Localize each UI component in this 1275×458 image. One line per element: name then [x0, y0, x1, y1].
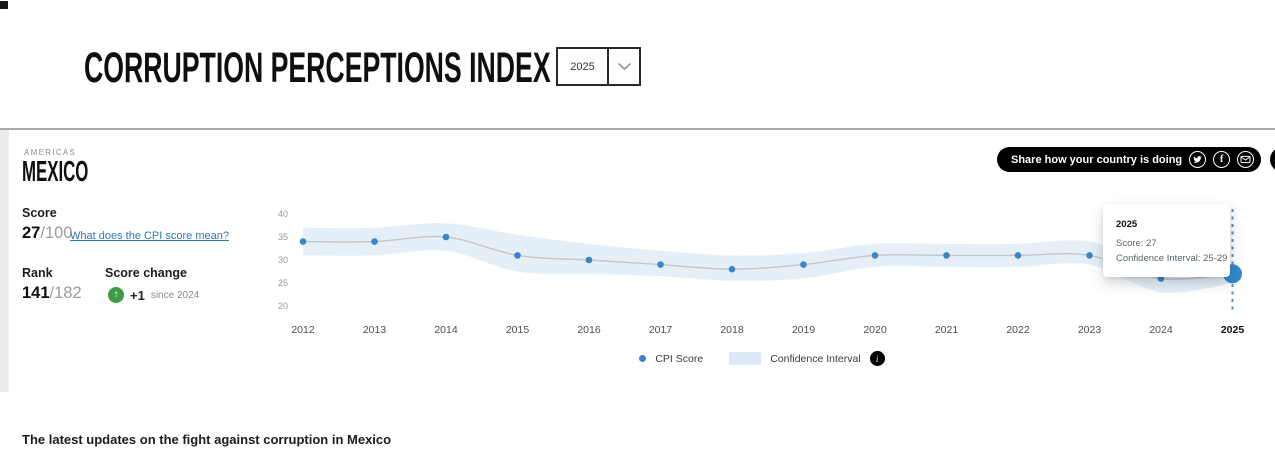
chevron-down-icon[interactable]	[609, 49, 639, 84]
data-point[interactable]	[728, 265, 736, 273]
x-tick-label: 2018	[720, 324, 744, 336]
confidence-band	[303, 223, 1233, 293]
cpi-score-meaning-link[interactable]: What does the CPI score mean?	[70, 230, 229, 242]
tooltip-confidence-interval: Confidence Interval: 25-29	[1116, 253, 1228, 264]
x-tick-label: 2019	[792, 324, 816, 336]
x-tick-label: 2020	[863, 324, 887, 336]
x-tick-label: 2016	[577, 324, 601, 336]
y-tick-label: 35	[278, 232, 288, 242]
share-label: Share how your country is doing	[1011, 153, 1183, 166]
x-tick-label: 2013	[363, 324, 387, 336]
legend-item-confidence-interval: Confidence Interval i	[729, 351, 885, 366]
data-point[interactable]	[800, 261, 807, 268]
rank-denominator: /182	[49, 284, 82, 302]
score-label: Score	[22, 206, 57, 220]
score-change-row: ↑ +1 since 2024	[108, 287, 199, 303]
data-point[interactable]	[371, 238, 378, 245]
score-denominator: /100	[40, 224, 73, 242]
page-title: CORRUPTION PERCEPTIONS INDEX	[84, 44, 837, 93]
rank-label: Rank	[22, 266, 53, 280]
x-tick-label: 2025	[1221, 324, 1245, 336]
x-tick-label: 2023	[1078, 324, 1102, 336]
tooltip-score: Score: 27	[1116, 238, 1157, 249]
score-change-note: since 2024	[150, 289, 200, 301]
left-gutter	[0, 130, 9, 392]
trend-line	[302, 235, 1233, 280]
data-point[interactable]	[871, 252, 879, 259]
x-tick-label: 2017	[649, 324, 673, 336]
header-divider	[0, 128, 1275, 130]
legend-item-cpi-score: CPI Score	[639, 353, 703, 365]
data-point[interactable]	[1014, 252, 1022, 259]
confidence-band-swatch	[729, 352, 762, 365]
facebook-icon[interactable]: f	[1213, 151, 1231, 168]
legend-cpi-label: CPI Score	[655, 352, 704, 365]
data-point[interactable]	[514, 252, 521, 259]
share-button[interactable]: Share how your country is doing f	[997, 147, 1262, 172]
data-point[interactable]	[1086, 252, 1093, 259]
data-point[interactable]	[585, 256, 593, 264]
score-value: 27/100	[22, 224, 73, 242]
y-tick-label: 25	[278, 278, 288, 288]
data-point[interactable]	[299, 238, 307, 245]
x-tick-label: 2022	[1006, 324, 1030, 336]
score-change-label: Score change	[105, 266, 187, 280]
x-tick-label: 2015	[506, 324, 530, 336]
page-title-text: CORRUPTION PERCEPTIONS INDEX	[84, 44, 551, 92]
arrow-up-icon: ↑	[108, 287, 124, 303]
y-tick-label: 40	[278, 209, 288, 219]
x-tick-label: 2014	[434, 324, 458, 336]
year-dropdown-divider	[607, 49, 609, 84]
country-name: MEXICO	[22, 156, 89, 188]
latest-updates-heading: The latest updates on the fight against …	[22, 432, 392, 447]
year-dropdown-value[interactable]: 2025	[570, 60, 595, 73]
x-tick-label: 2024	[1149, 324, 1173, 336]
info-icon[interactable]: i	[869, 351, 885, 366]
email-icon[interactable]	[1237, 151, 1255, 168]
cpi-trend-chart: 40 35 30 25 20 2012 2013 2014 2015 2016 2017 2018 20…	[262, 200, 1262, 348]
data-point[interactable]	[657, 261, 664, 268]
chart-tooltip: 2025 Score: 27 Confidence Interval: 25-2…	[1103, 204, 1230, 277]
x-tick-label: 2021	[935, 324, 959, 336]
corner-mark	[0, 1, 8, 9]
data-point[interactable]	[442, 233, 450, 241]
rank-value: 141/182	[22, 284, 82, 302]
y-tick-label: 30	[278, 255, 288, 265]
x-tick-label: 2012	[291, 324, 315, 336]
cropped-edge-button[interactable]	[1270, 147, 1275, 172]
cpi-score-dot-icon	[639, 355, 647, 362]
region-label: AMERICAS	[24, 148, 77, 157]
twitter-icon[interactable]	[1189, 151, 1207, 168]
chart-legend: CPI Score Confidence Interval i	[262, 351, 1262, 366]
legend-ci-label: Confidence Interval	[770, 352, 861, 365]
year-dropdown[interactable]: 2025	[556, 47, 641, 86]
score-change-value: +1	[130, 287, 145, 303]
y-tick-label: 20	[278, 301, 288, 311]
data-point[interactable]	[943, 252, 950, 259]
tooltip-year: 2025	[1116, 219, 1138, 230]
